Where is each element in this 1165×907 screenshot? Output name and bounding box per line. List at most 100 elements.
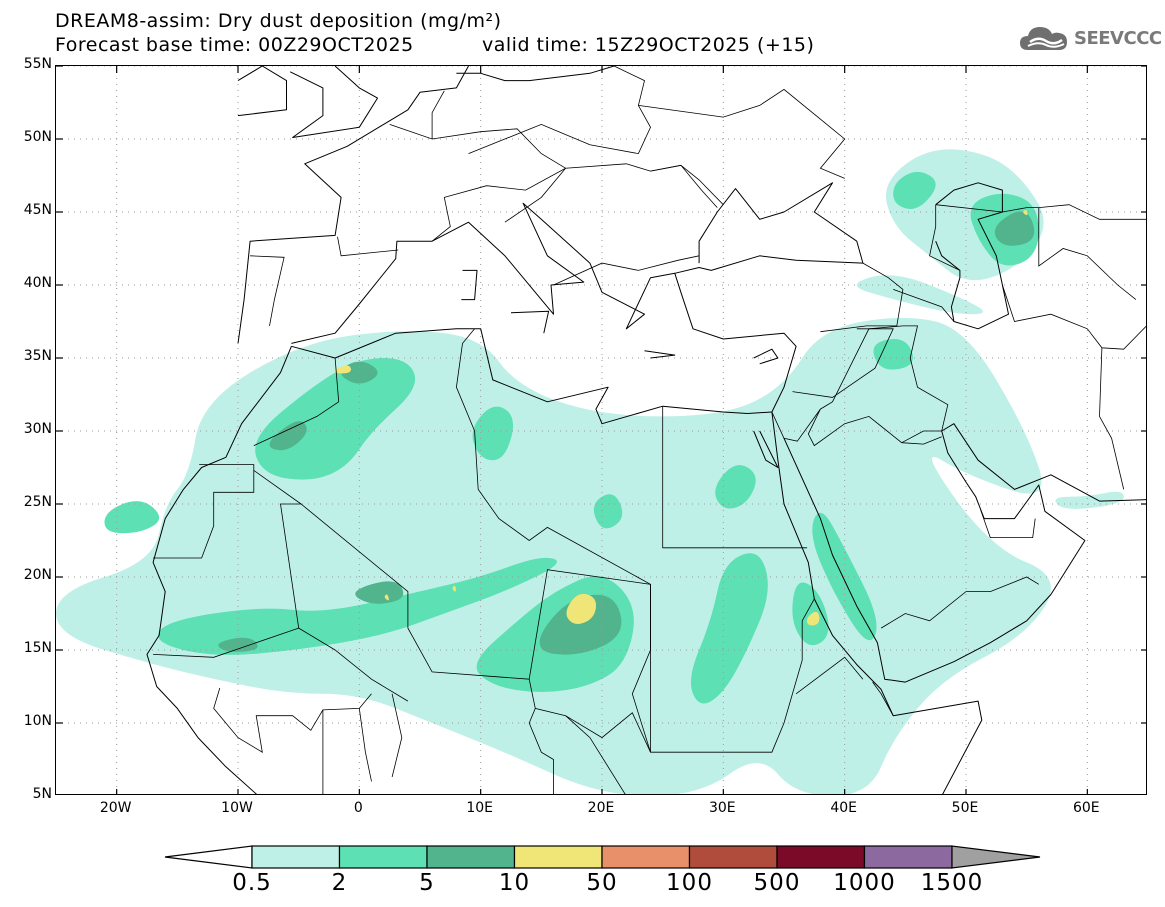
country-border: [474, 430, 651, 585]
dust-area-level-1: [255, 358, 416, 480]
country-border: [929, 204, 961, 271]
lon-tick-label: 10W: [221, 800, 253, 816]
title-line-2: Forecast base time: 00Z29OCT2025: [55, 34, 414, 56]
lat-tick-label: 50N: [23, 129, 52, 145]
lon-tick-label: 10E: [466, 800, 493, 816]
country-border: [300, 503, 651, 753]
colorbar-swatch: [863, 845, 953, 869]
coastline: [146, 346, 292, 794]
country-borders: [153, 66, 1146, 794]
country-border: [253, 357, 340, 446]
colorbar-swatch: [776, 845, 866, 869]
dust-area-level-1: [158, 557, 557, 655]
map-frame: [55, 65, 1147, 795]
colorbar-over-arrow: [951, 845, 1041, 869]
country-border: [250, 255, 285, 326]
country-border: [504, 163, 718, 223]
lon-tick-label: 20E: [587, 800, 615, 816]
colorbar-swatch: [513, 845, 603, 869]
coastline: [237, 66, 469, 344]
dust-area-level-0: [1055, 491, 1124, 509]
country-border: [792, 328, 894, 398]
coastline: [289, 66, 378, 138]
country-border: [153, 470, 303, 658]
colorbar-label: 50: [586, 870, 618, 896]
colorbar-label: 1500: [920, 870, 984, 896]
country-border: [565, 715, 626, 794]
country-border: [638, 88, 846, 179]
colorbar-swatch: [426, 845, 516, 869]
country-border: [528, 708, 554, 794]
coastline: [510, 310, 550, 334]
coastline: [644, 350, 676, 359]
colorbar-swatch: [251, 845, 341, 869]
dust-area-level-3: [452, 585, 456, 592]
coastline: [291, 328, 772, 425]
dust-area-level-1: [593, 494, 623, 529]
valid-time: valid time: 15Z29OCT2025 (+15): [482, 34, 815, 56]
dust-area-level-2: [218, 637, 258, 652]
coastline: [461, 269, 478, 301]
lon-tick-label: 50E: [951, 800, 979, 816]
seevccc-logo: SEEVCCC: [1018, 22, 1162, 54]
country-border: [389, 90, 445, 140]
country-border: [1002, 284, 1146, 350]
lat-tick-label: 15N: [23, 640, 52, 656]
country-border: [553, 255, 700, 286]
country-border: [528, 679, 651, 753]
coastline: [291, 202, 797, 413]
country-border: [901, 325, 949, 444]
country-border: [468, 66, 651, 155]
country-border: [391, 693, 403, 778]
coastline: [935, 182, 1009, 330]
country-border: [893, 289, 955, 322]
coastline: [237, 66, 287, 117]
country-border: [153, 464, 255, 559]
dust-area-level-1: [104, 501, 160, 534]
dust-area-level-2: [269, 421, 307, 451]
lat-tick-label: 55N: [23, 56, 52, 72]
country-border: [662, 406, 808, 549]
dust-area-level-3: [334, 365, 351, 374]
dust-area-level-1: [690, 553, 768, 704]
dust-area-level-3: [806, 611, 820, 626]
colorbar-label: 0.5: [232, 870, 272, 896]
dust-area-level-1: [715, 465, 756, 509]
lon-tick-label: 0: [353, 800, 363, 816]
colorbar-under-arrow: [164, 845, 253, 869]
country-border: [298, 627, 409, 702]
dust-area-level-2: [539, 594, 622, 655]
country-border: [455, 328, 475, 432]
country-border: [820, 262, 904, 333]
lat-tick-label: 30N: [23, 421, 52, 437]
lat-tick-label: 5N: [32, 786, 52, 802]
country-border: [1099, 347, 1125, 490]
lat-tick-label: 25N: [23, 494, 52, 510]
dust-area-level-0: [856, 275, 983, 315]
lat-tick-label: 10N: [23, 713, 52, 729]
coastline: [783, 423, 1146, 683]
title-line-1: DREAM8-assim: Dry dust deposition (mg/m²…: [55, 10, 502, 32]
country-border: [880, 576, 1040, 629]
colorbar-label: 1000: [833, 870, 896, 896]
dust-area-level-3: [384, 594, 389, 601]
country-border: [431, 128, 567, 242]
coastlines: [146, 66, 1146, 794]
lat-tick-label: 40N: [23, 275, 52, 291]
dust-area-level-2: [355, 581, 404, 604]
country-border: [650, 164, 724, 205]
country-border: [807, 408, 942, 447]
country-border: [795, 656, 864, 695]
colorbar-swatch: [688, 845, 778, 869]
coastline: [753, 430, 779, 468]
logo-text: SEEVCCC: [1074, 27, 1162, 49]
lat-tick-label: 35N: [23, 348, 52, 364]
coastline: [456, 66, 615, 82]
dust-area-level-3: [566, 593, 597, 625]
colorbar-label: 5: [419, 870, 435, 896]
dust-area-level-1: [472, 406, 514, 461]
dust-area-level-1: [893, 171, 936, 210]
lon-tick-label: 40E: [830, 800, 857, 816]
colorbar-label: 100: [666, 870, 713, 896]
